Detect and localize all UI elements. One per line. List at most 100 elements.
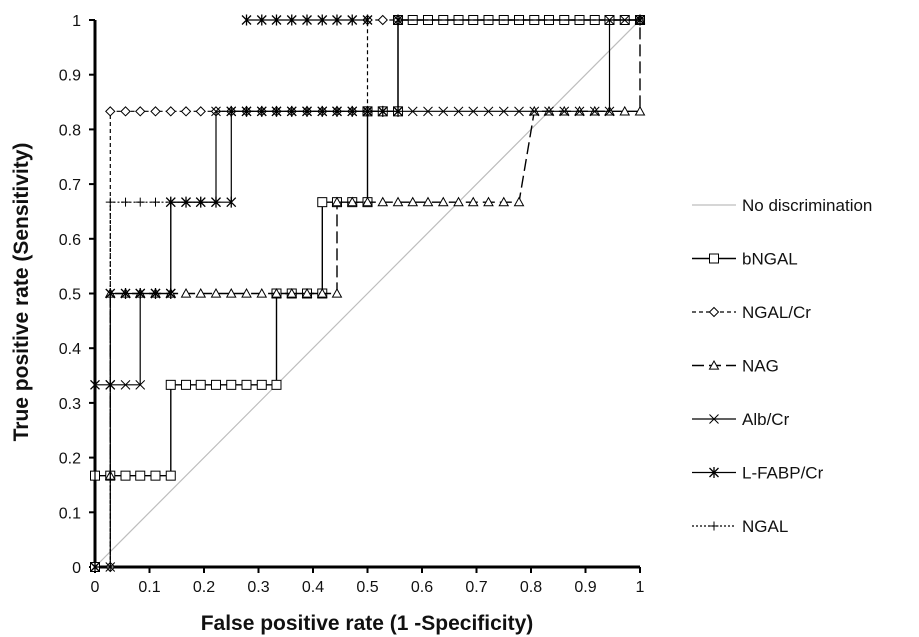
data-point xyxy=(422,196,434,207)
data-point xyxy=(241,14,252,26)
data-point xyxy=(331,287,343,298)
data-point xyxy=(195,379,206,390)
data-point xyxy=(210,287,222,298)
data-point xyxy=(165,379,176,390)
data-point xyxy=(105,197,115,207)
data-point xyxy=(271,105,282,117)
series-l-fabp-cr xyxy=(90,14,645,573)
x-tick-label: 0.5 xyxy=(356,579,378,596)
data-point xyxy=(121,197,131,207)
series-ngal xyxy=(105,197,221,572)
data-point xyxy=(195,287,207,298)
data-point xyxy=(362,105,373,117)
data-point xyxy=(271,379,282,390)
data-point xyxy=(256,287,268,298)
data-point xyxy=(256,379,267,390)
y-tick-label: 0 xyxy=(72,560,81,577)
data-point xyxy=(453,106,464,117)
legend-label: NGAL xyxy=(742,517,788,536)
data-point xyxy=(437,196,449,207)
legend-marker xyxy=(708,306,720,318)
y-tick-label: 0.5 xyxy=(59,287,81,304)
legend-marker xyxy=(709,253,719,264)
data-point xyxy=(135,470,146,481)
data-point xyxy=(105,562,115,572)
data-point xyxy=(393,14,403,26)
data-point xyxy=(225,287,237,298)
data-point xyxy=(150,470,161,481)
tick-labels: 0 0.1 0.2 0.3 0.4 0.5 0.6 0.7 0.8 0.9 1 0 0.1 0.2 0.3 0… xyxy=(59,13,645,596)
data-point xyxy=(453,196,464,207)
data-point xyxy=(301,287,313,298)
data-point xyxy=(165,106,176,117)
legend: No discrimination bNGAL NGAL/Cr NAG Alb/Cr L-… xyxy=(692,196,872,536)
data-point xyxy=(574,106,585,117)
data-point xyxy=(226,379,237,390)
data-point xyxy=(256,14,267,26)
legend-marker xyxy=(709,414,719,424)
data-point xyxy=(180,287,192,298)
legend-item: Alb/Cr xyxy=(692,410,790,429)
data-point xyxy=(135,106,146,117)
data-point xyxy=(332,105,342,117)
data-point xyxy=(226,196,237,208)
legend-label: No discrimination xyxy=(742,196,872,215)
y-tick-label: 0.4 xyxy=(59,341,81,358)
series-nag xyxy=(104,14,646,480)
data-point xyxy=(165,470,176,481)
data-point xyxy=(166,197,176,207)
data-point xyxy=(150,106,161,117)
x-tick-label: 0.3 xyxy=(247,579,269,596)
legend-marker xyxy=(709,467,719,478)
data-point xyxy=(241,379,252,390)
data-point xyxy=(316,287,328,298)
data-point xyxy=(302,14,312,26)
data-point xyxy=(135,288,146,299)
data-point xyxy=(120,288,131,299)
data-point xyxy=(544,106,554,117)
data-point xyxy=(317,105,328,117)
data-point xyxy=(210,379,221,390)
data-point xyxy=(135,197,145,207)
data-point xyxy=(347,105,358,117)
legend-item: L-FABP/Cr xyxy=(692,464,824,483)
y-tick-label: 0.7 xyxy=(59,177,81,194)
x-tick-label: 0.8 xyxy=(520,579,542,596)
data-point xyxy=(362,14,373,26)
data-point xyxy=(211,197,221,207)
x-axis-title: False positive rate (1 -Specificity) xyxy=(201,612,534,635)
y-tick-label: 0.3 xyxy=(59,396,81,413)
data-point xyxy=(468,106,479,117)
data-point xyxy=(377,196,389,207)
legend-label: NAG xyxy=(742,357,779,376)
y-tick-label: 0.8 xyxy=(59,122,81,139)
data-point xyxy=(377,14,388,26)
x-tick-label: 0 xyxy=(91,579,100,596)
x-tick-label: 0.4 xyxy=(302,579,324,596)
data-point xyxy=(392,196,404,207)
data-point xyxy=(347,14,358,26)
data-point xyxy=(271,14,282,26)
legend-item: No discrimination xyxy=(692,196,872,215)
data-point xyxy=(331,196,343,207)
data-point xyxy=(635,14,645,26)
data-point xyxy=(286,287,298,298)
legend-item: bNGAL xyxy=(692,250,798,269)
data-point xyxy=(529,106,540,117)
data-point xyxy=(196,197,206,207)
data-point xyxy=(165,288,176,299)
series-line xyxy=(109,20,641,476)
data-point xyxy=(514,106,524,117)
data-point xyxy=(317,14,328,26)
data-point xyxy=(589,106,600,117)
x-tick-label: 0.6 xyxy=(411,579,433,596)
y-tick-label: 0.1 xyxy=(59,505,81,522)
legend-label: L-FABP/Cr xyxy=(742,464,824,483)
legend-label: Alb/Cr xyxy=(742,410,790,429)
data-point xyxy=(362,196,373,207)
data-point xyxy=(483,196,494,207)
data-point xyxy=(195,106,206,117)
data-point xyxy=(286,105,297,117)
data-point xyxy=(467,196,479,207)
